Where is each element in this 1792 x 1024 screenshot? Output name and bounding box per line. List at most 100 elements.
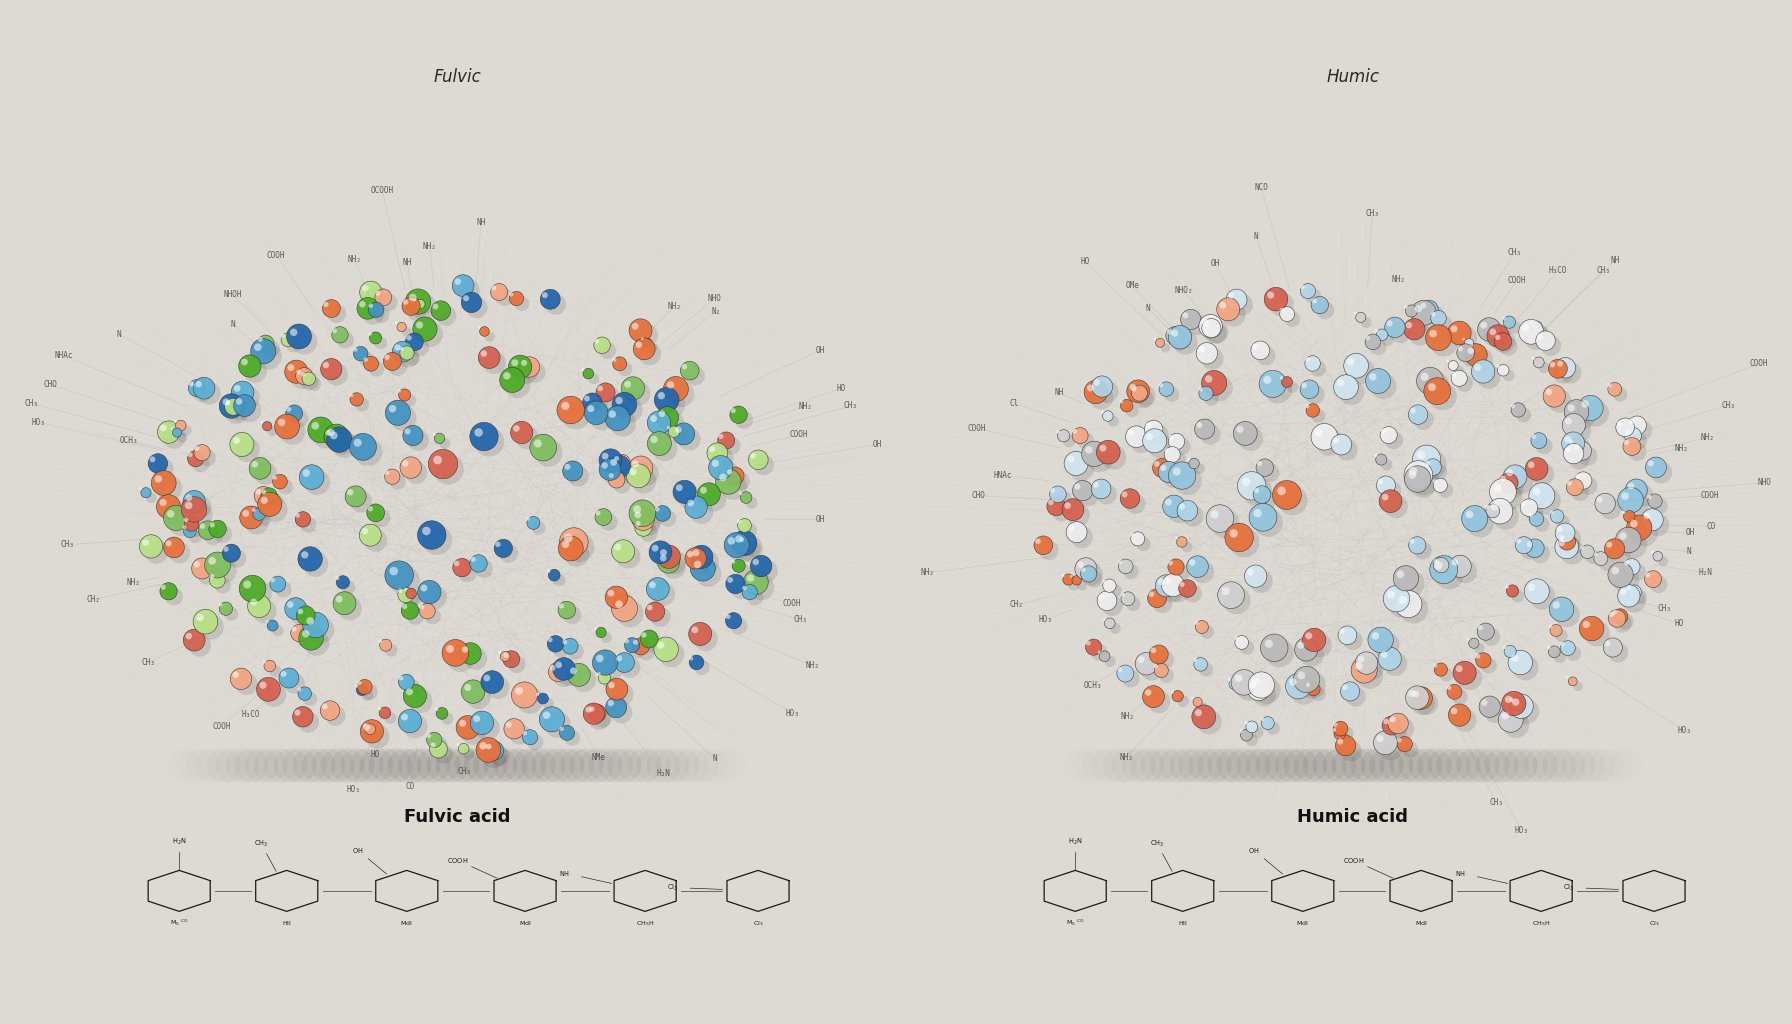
Point — [1140, 642, 1168, 658]
Point — [1353, 757, 1382, 773]
Point — [410, 321, 439, 337]
Point — [1364, 373, 1392, 389]
Point — [609, 757, 638, 773]
Point — [321, 708, 349, 724]
Point — [409, 299, 437, 315]
Point — [312, 427, 340, 443]
Point — [676, 488, 704, 505]
Point — [493, 368, 521, 384]
Point — [466, 757, 495, 773]
Point — [1294, 398, 1322, 415]
Point — [306, 622, 335, 638]
Point — [480, 280, 509, 296]
Point — [1315, 434, 1344, 451]
Point — [125, 480, 154, 497]
Point — [502, 656, 530, 673]
Point — [586, 625, 615, 641]
Point — [326, 327, 355, 343]
Point — [1206, 510, 1235, 526]
Point — [1061, 423, 1090, 439]
Point — [1188, 563, 1217, 580]
Point — [1170, 307, 1199, 324]
Text: NH₂: NH₂ — [423, 242, 437, 251]
Point — [1495, 488, 1523, 505]
Text: OCH₃: OCH₃ — [1082, 681, 1102, 690]
Point — [545, 572, 573, 589]
Point — [1254, 514, 1283, 530]
Point — [1546, 355, 1575, 372]
Text: CH₂: CH₂ — [86, 595, 100, 604]
Point — [1511, 319, 1539, 336]
Point — [1573, 447, 1602, 464]
Point — [378, 469, 407, 485]
Point — [1649, 553, 1677, 569]
Point — [1545, 393, 1573, 410]
Point — [1559, 645, 1588, 662]
Point — [398, 290, 426, 306]
Point — [1047, 504, 1075, 520]
Point — [627, 505, 656, 521]
Point — [634, 516, 663, 532]
Point — [464, 424, 493, 440]
Point — [1410, 369, 1439, 385]
Point — [1174, 472, 1202, 488]
Text: CH₃: CH₃ — [1509, 248, 1521, 257]
Point — [1366, 730, 1394, 746]
Point — [1324, 757, 1353, 773]
Point — [457, 757, 486, 773]
Point — [1417, 379, 1446, 395]
Point — [1591, 556, 1620, 572]
Point — [591, 447, 620, 464]
Point — [1376, 739, 1405, 756]
Point — [1371, 488, 1400, 505]
Point — [1638, 512, 1667, 528]
Point — [1606, 386, 1634, 402]
Point — [1253, 372, 1281, 388]
Point — [199, 757, 228, 773]
Point — [258, 423, 287, 439]
Point — [448, 278, 477, 294]
Point — [1615, 580, 1643, 596]
Point — [1244, 505, 1272, 521]
Point — [385, 383, 414, 399]
Point — [1557, 433, 1586, 450]
Point — [208, 757, 237, 773]
Point — [475, 349, 504, 366]
Point — [1326, 721, 1355, 737]
Point — [582, 404, 611, 421]
Point — [1452, 563, 1480, 580]
Point — [280, 325, 308, 341]
Point — [285, 329, 314, 345]
Point — [547, 641, 575, 657]
Point — [428, 757, 457, 773]
Point — [324, 431, 353, 447]
Text: CH₃: CH₃ — [794, 615, 806, 624]
Point — [1475, 657, 1503, 674]
Point — [1611, 487, 1640, 504]
Point — [1072, 432, 1100, 449]
Point — [701, 492, 729, 508]
Point — [231, 505, 260, 521]
Point — [676, 431, 704, 447]
Point — [353, 719, 382, 735]
Point — [392, 674, 421, 690]
Point — [1201, 375, 1229, 391]
Point — [1190, 709, 1219, 725]
Text: $\rm Cl_3$: $\rm Cl_3$ — [1649, 919, 1659, 928]
Point — [620, 757, 649, 773]
Point — [391, 757, 419, 773]
Point — [1435, 680, 1464, 696]
Point — [1190, 421, 1219, 437]
Point — [254, 497, 283, 513]
Point — [1081, 476, 1109, 493]
Point — [1471, 624, 1500, 640]
Point — [254, 487, 283, 504]
Point — [658, 757, 686, 773]
Point — [504, 377, 532, 393]
Point — [355, 443, 383, 460]
Point — [333, 580, 362, 596]
Point — [1185, 417, 1213, 433]
Point — [1489, 362, 1518, 379]
Text: COOH: COOH — [783, 599, 801, 608]
Point — [1195, 426, 1224, 442]
